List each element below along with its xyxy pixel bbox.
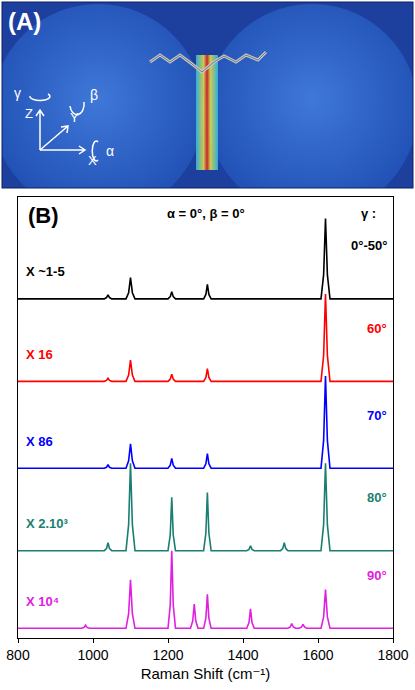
- svg-text:α: α: [106, 143, 114, 159]
- svg-text:80°: 80°: [367, 490, 387, 505]
- svg-text:90°: 90°: [367, 568, 387, 583]
- svg-text:0°-50°: 0°-50°: [351, 238, 387, 253]
- svg-text:X 2.10³: X 2.10³: [26, 516, 69, 531]
- svg-text:1600: 1600: [302, 647, 333, 663]
- svg-text:(B): (B): [28, 203, 59, 228]
- svg-text:X ~1-5: X ~1-5: [26, 264, 65, 279]
- svg-text:60°: 60°: [367, 321, 387, 336]
- svg-text:(A): (A): [8, 8, 41, 35]
- svg-text:1000: 1000: [77, 647, 108, 663]
- svg-text:Raman Shift (cm⁻¹): Raman Shift (cm⁻¹): [141, 665, 271, 682]
- svg-text:X 10⁴: X 10⁴: [26, 594, 59, 609]
- svg-text:70°: 70°: [367, 408, 387, 423]
- svg-text:α = 0°, β = 0°: α = 0°, β = 0°: [167, 206, 245, 221]
- svg-text:800: 800: [6, 647, 30, 663]
- svg-text:Y: Y: [70, 110, 79, 125]
- svg-text:1800: 1800: [377, 647, 408, 663]
- svg-text:1200: 1200: [152, 647, 183, 663]
- svg-text:γ :: γ :: [361, 206, 376, 221]
- svg-text:1400: 1400: [227, 647, 258, 663]
- svg-text:X 86: X 86: [26, 434, 53, 449]
- svg-text:Z: Z: [25, 106, 33, 121]
- svg-text:β: β: [90, 87, 98, 103]
- svg-text:γ: γ: [14, 85, 21, 101]
- svg-text:X 16: X 16: [26, 347, 53, 362]
- svg-text:X: X: [88, 153, 97, 168]
